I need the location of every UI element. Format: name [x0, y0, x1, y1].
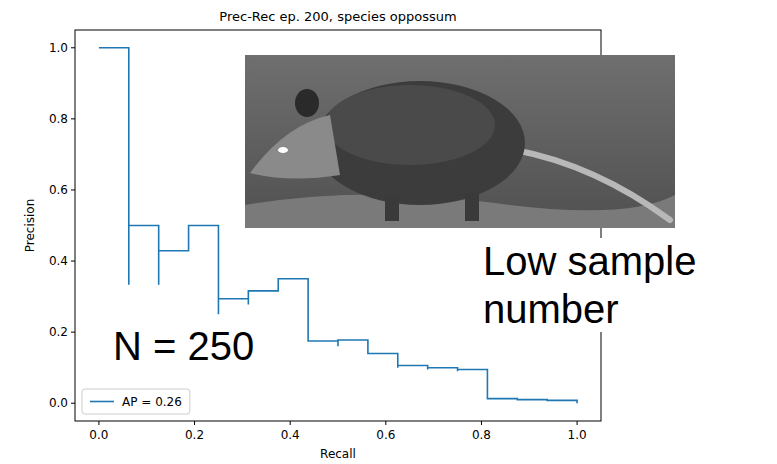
annotation-background	[481, 238, 698, 332]
x-tick-label: 0.4	[281, 428, 300, 442]
y-tick-label: 0.4	[49, 254, 68, 268]
y-tick-label: 1.0	[49, 41, 68, 55]
annotation: N = 250	[111, 323, 256, 369]
annotation: Low samplenumber	[481, 238, 698, 332]
y-tick	[71, 189, 75, 190]
photo-head	[250, 115, 340, 179]
y-tick	[71, 47, 75, 48]
y-axis-label: Precision	[23, 199, 37, 253]
x-tick-label: 1.0	[568, 428, 587, 442]
y-tick-label: 0.0	[49, 396, 68, 410]
x-tick-label: 0.2	[185, 428, 204, 442]
y-tick-label: 0.8	[49, 112, 68, 126]
x-tick	[385, 421, 386, 425]
annotation-text: Low samplenumber	[483, 239, 696, 331]
legend: AP = 0.26	[82, 389, 190, 414]
x-axis-label: Recall	[320, 447, 356, 461]
photo-leg	[385, 195, 399, 221]
x-tick	[481, 421, 482, 425]
x-tick-label: 0.6	[376, 428, 395, 442]
x-tick	[577, 421, 578, 425]
x-tick	[98, 421, 99, 425]
legend-label: AP = 0.26	[122, 395, 182, 409]
annotation-line: Low sample	[483, 239, 696, 283]
photo-ear	[295, 89, 319, 117]
photo-fur	[325, 85, 495, 165]
y-tick-label: 0.2	[49, 325, 68, 339]
annotation-background	[111, 323, 256, 369]
x-tick-label: 0.0	[89, 428, 108, 442]
chart: Prec-Rec ep. 200, species oppossum 0.0 0.2…	[0, 0, 777, 464]
title: Prec-Rec ep. 200, species oppossum	[219, 9, 456, 24]
legend-box	[82, 389, 190, 414]
annotation-line: number	[483, 287, 619, 331]
y-tick	[71, 332, 75, 333]
y-tick-label: 0.6	[49, 183, 68, 197]
photo-background	[245, 55, 675, 228]
photo-eye	[278, 147, 288, 153]
annotation-text: N = 250	[113, 324, 254, 368]
photo-leg	[465, 193, 479, 221]
legend-swatch	[90, 401, 114, 403]
x-tick	[290, 421, 291, 425]
annotation-line: N = 250	[113, 324, 254, 368]
photo	[245, 55, 675, 228]
y-tick	[71, 118, 75, 119]
photo-tail	[515, 150, 670, 220]
y-tick	[71, 261, 75, 262]
x-tick-label: 0.8	[472, 428, 491, 442]
x-tick	[194, 421, 195, 425]
y-tick	[71, 403, 75, 404]
photo-body	[315, 81, 525, 205]
